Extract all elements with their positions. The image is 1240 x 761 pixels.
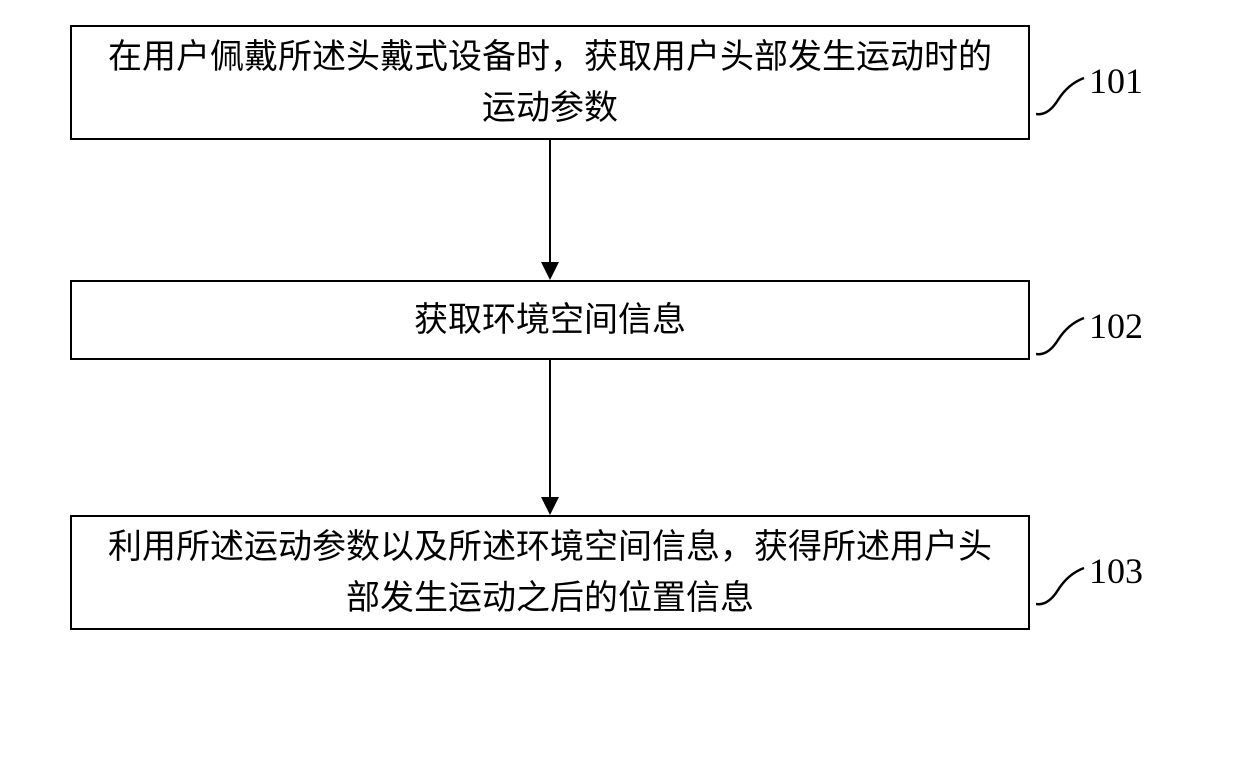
arrow-2-line <box>549 360 551 500</box>
step-box-3: 利用所述运动参数以及所述环境空间信息，获得所述用户头部发生运动之后的位置信息 1… <box>70 515 1030 630</box>
arrow-1 <box>70 140 1030 280</box>
step-box-1: 在用户佩戴所述头戴式设备时，获取用户头部发生运动时的运动参数 101 <box>70 25 1030 140</box>
step-3-label: 103 <box>1089 550 1143 592</box>
arrow-1-head <box>541 262 559 280</box>
label-connector-1 <box>1036 74 1086 118</box>
step-1-label: 101 <box>1089 60 1143 102</box>
step-2-text: 获取环境空间信息 <box>414 295 686 346</box>
arrow-1-line <box>549 140 551 265</box>
arrow-2 <box>70 360 1030 515</box>
step-3-text: 利用所述运动参数以及所述环境空间信息，获得所述用户头部发生运动之后的位置信息 <box>102 522 998 624</box>
flowchart-container: 在用户佩戴所述头戴式设备时，获取用户头部发生运动时的运动参数 101 获取环境空… <box>70 25 1170 630</box>
step-1-text: 在用户佩戴所述头戴式设备时，获取用户头部发生运动时的运动参数 <box>102 32 998 134</box>
label-connector-3 <box>1036 564 1086 608</box>
step-2-label: 102 <box>1089 305 1143 347</box>
arrow-2-head <box>541 497 559 515</box>
step-box-2: 获取环境空间信息 102 <box>70 280 1030 360</box>
label-connector-2 <box>1036 314 1086 358</box>
